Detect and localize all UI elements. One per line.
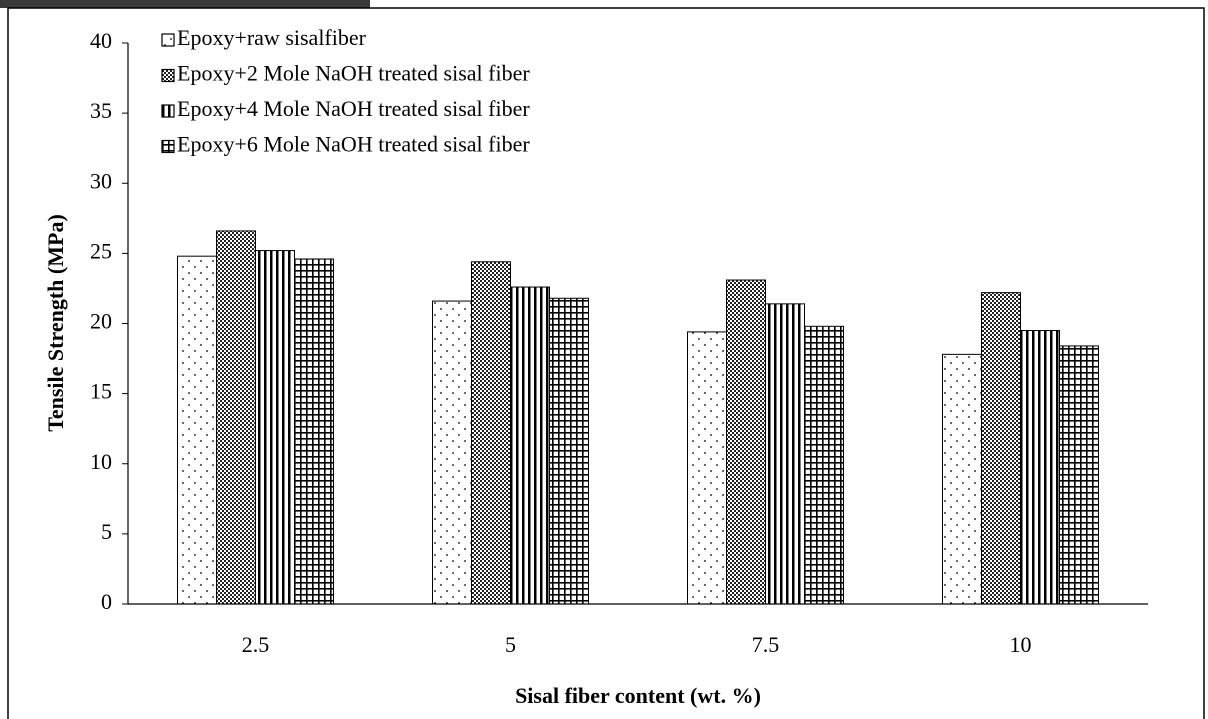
bar: [178, 256, 217, 604]
bar: [727, 280, 766, 604]
y-tick-label: 25: [90, 238, 112, 263]
bar: [217, 231, 256, 604]
legend-swatch: [162, 141, 174, 153]
x-tick-label: 7.5: [752, 632, 780, 657]
bar: [511, 287, 550, 604]
y-tick-label: 30: [90, 168, 112, 193]
y-axis-title: Tensile Strength (MPa): [43, 214, 68, 432]
bar: [256, 251, 295, 604]
legend-swatch: [162, 105, 174, 117]
y-tick-label: 20: [90, 309, 112, 334]
y-tick-label: 0: [101, 589, 112, 614]
bar: [982, 293, 1021, 604]
y-tick-label: 35: [90, 98, 112, 123]
bar: [766, 304, 805, 604]
y-tick-label: 10: [90, 449, 112, 474]
bar: [1021, 331, 1060, 604]
bar: [943, 354, 982, 604]
legend-label: Epoxy+6 Mole NaOH treated sisal fiber: [177, 132, 530, 157]
legend-label: Epoxy+2 Mole NaOH treated sisal fiber: [177, 61, 530, 86]
y-tick-label: 15: [90, 379, 112, 404]
x-axis-title: Sisal fiber content (wt. %): [515, 683, 761, 708]
bar: [688, 332, 727, 604]
x-tick-label: 5: [505, 632, 516, 657]
bar: [550, 298, 589, 604]
legend-label: Epoxy+raw sisalfiber: [177, 25, 367, 50]
chart: Sisal fiber content (wt. %) Tensile Stre…: [0, 0, 1208, 719]
bar: [433, 301, 472, 604]
x-tick-label: 2.5: [242, 632, 270, 657]
bar: [295, 259, 334, 604]
x-tick-label: 10: [1010, 632, 1032, 657]
cropped-photo-strip: [0, 0, 370, 8]
y-tick-label: 5: [101, 519, 112, 544]
bar: [1060, 346, 1099, 604]
bar: [472, 262, 511, 604]
y-tick-label: 40: [90, 28, 112, 53]
legend-label: Epoxy+4 Mole NaOH treated sisal fiber: [177, 96, 530, 121]
bar: [805, 326, 844, 604]
legend-swatch: [162, 34, 174, 46]
legend-swatch: [162, 70, 174, 82]
